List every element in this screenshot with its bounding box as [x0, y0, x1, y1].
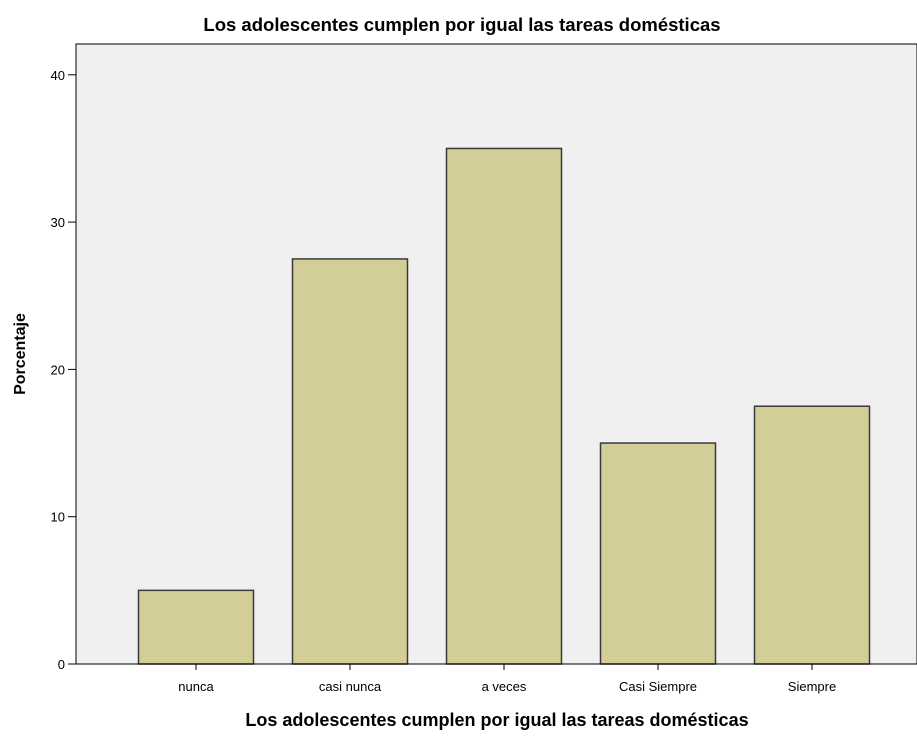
- x-tick-label: casi nunca: [319, 679, 382, 694]
- x-tick-label: a veces: [482, 679, 527, 694]
- x-axis-label: Los adolescentes cumplen por igual las t…: [245, 710, 748, 730]
- bar-nunca: [137, 589, 255, 665]
- x-tick-label: Casi Siempre: [619, 679, 697, 694]
- bar-siempre: [753, 405, 871, 665]
- bar-casi-siempre: [599, 442, 717, 665]
- x-tick-label: nunca: [178, 679, 214, 694]
- bars: [137, 147, 871, 665]
- x-tick-label: Siempre: [788, 679, 836, 694]
- y-tick-label: 0: [58, 657, 65, 672]
- bar-casi-nunca: [291, 258, 409, 665]
- y-tick-label: 10: [51, 510, 65, 525]
- bar-a-veces: [445, 147, 563, 665]
- y-axis-label: Porcentaje: [12, 313, 29, 395]
- y-tick-label: 20: [51, 362, 65, 377]
- y-axis-ticks: 0 10 20 30 40: [51, 68, 76, 672]
- x-axis-ticks: nunca casi nunca a veces Casi Siempre Siempr…: [178, 664, 836, 694]
- y-tick-label: 40: [51, 68, 65, 83]
- y-tick-label: 30: [51, 215, 65, 230]
- chart-title: Los adolescentes cumplen por igual las t…: [203, 14, 720, 35]
